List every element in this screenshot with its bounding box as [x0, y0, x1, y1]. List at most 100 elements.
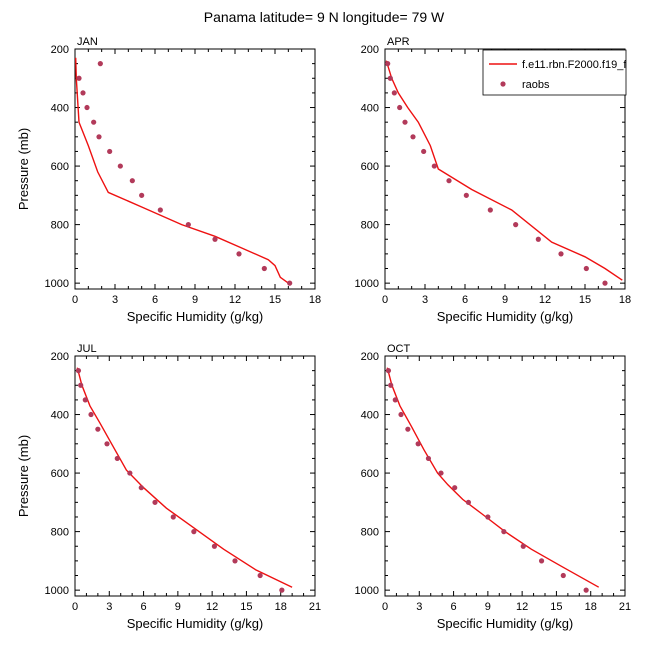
panel-jul: JUL 0 3 6 9 12 15 18 21 200 400 600 800 1000 Specific …: [16, 343, 321, 631]
y-tick-label: 400: [51, 103, 69, 115]
raobs-point: [513, 222, 519, 228]
legend-obs-label: raobs: [522, 79, 550, 91]
raobs-point: [95, 426, 101, 432]
raobs-point: [501, 529, 507, 535]
y-tick-label: 400: [361, 410, 379, 422]
y-tick-label: 400: [51, 410, 69, 422]
x-tick-label: 12: [229, 294, 241, 306]
panel-label: APR: [387, 36, 410, 48]
y-tick-label: 200: [51, 351, 69, 363]
panel-label: JUL: [77, 343, 97, 355]
panel-apr: APR 0 3 6 9 12 15 18 200 400 600 800 1000 Specific Hu…: [355, 36, 632, 324]
raobs-point: [117, 163, 123, 169]
y-tick-label: 200: [361, 44, 379, 56]
x-tick-label: 21: [619, 601, 631, 613]
x-tick-label: 3: [416, 601, 422, 613]
plot-frame: [384, 355, 626, 597]
raobs-point: [139, 192, 145, 198]
x-axis-label: Specific Humidity (g/kg): [437, 616, 574, 631]
raobs-point: [397, 104, 403, 111]
raobs-point: [446, 178, 452, 184]
raobs-point: [88, 411, 94, 418]
model-series-line: [386, 367, 600, 588]
x-tick-label: 15: [269, 294, 281, 306]
raobs-point: [91, 119, 97, 125]
raobs-point: [583, 265, 589, 272]
x-tick-label: 15: [550, 601, 562, 613]
y-tick-label: 600: [51, 161, 69, 173]
y-axis-label: Pressure (mb): [16, 128, 31, 210]
y-tick-label: 600: [51, 468, 69, 480]
panel-jan: JAN 0 3 6 9 12 15 18 200 400 600 800 1000 Specific Hu…: [16, 36, 321, 324]
x-tick-label: 0: [382, 294, 388, 306]
x-axis-label: Specific Humidity (g/kg): [437, 309, 574, 324]
x-tick-label: 15: [579, 294, 591, 306]
model-series-line: [75, 57, 289, 284]
x-tick-label: 0: [72, 294, 78, 306]
raobs-point: [257, 572, 263, 579]
y-tick-label: 800: [361, 527, 379, 539]
raobs-point: [104, 441, 110, 447]
raobs-point: [84, 104, 90, 111]
model-series-line: [385, 60, 623, 281]
raobs-point: [261, 265, 267, 272]
x-tick-label: 12: [516, 601, 528, 613]
raobs-point: [425, 455, 432, 462]
panel-label: JAN: [77, 36, 98, 48]
raobs-point: [191, 529, 197, 535]
raobs-point: [405, 426, 411, 432]
x-tick-label: 6: [451, 601, 457, 613]
raobs-point: [107, 148, 113, 155]
x-tick-label: 21: [309, 601, 321, 613]
x-tick-label: 3: [106, 601, 112, 613]
x-tick-label: 6: [141, 601, 147, 613]
raobs-point: [236, 251, 242, 257]
raobs-point: [127, 470, 133, 476]
raobs-point: [170, 514, 176, 520]
legend-box: [482, 49, 627, 96]
raobs-point: [287, 280, 293, 286]
panel-label: OCT: [387, 343, 411, 355]
raobs-point: [385, 368, 392, 374]
x-tick-label: 6: [462, 294, 468, 306]
x-tick-label: 3: [422, 294, 428, 306]
raobs-point: [415, 441, 421, 447]
x-tick-label: 0: [382, 601, 388, 613]
raobs-point: [465, 499, 472, 505]
raobs-point: [583, 587, 589, 593]
raobs-point: [392, 397, 398, 403]
raobs-point: [387, 75, 393, 81]
y-tick-label: 800: [361, 220, 379, 232]
y-tick-label: 400: [361, 103, 379, 115]
raobs-point: [485, 514, 491, 520]
y-tick-label: 1000: [355, 278, 379, 290]
raobs-point: [431, 163, 437, 169]
raobs-point: [97, 61, 103, 67]
raobs-point: [538, 558, 545, 564]
x-tick-label: 9: [175, 601, 181, 613]
raobs-point: [76, 75, 82, 81]
x-tick-label: 9: [485, 601, 491, 613]
raobs-point: [398, 411, 404, 418]
raobs-point: [80, 90, 86, 96]
y-axis-label: Pressure (mb): [16, 435, 31, 517]
y-tick-label: 800: [51, 527, 69, 539]
raobs-point: [388, 382, 394, 388]
plot-frame: [74, 48, 316, 290]
y-tick-label: 800: [51, 220, 69, 232]
y-tick-label: 1000: [45, 278, 69, 290]
x-tick-label: 18: [275, 601, 287, 613]
panel-oct: OCT 0 3 6 9 12 15 18 21 200 400 600 800 1000 Specific …: [355, 343, 632, 631]
x-tick-label: 18: [585, 601, 597, 613]
raobs-point: [421, 148, 427, 155]
raobs-point: [78, 382, 84, 388]
x-axis-label: Specific Humidity (g/kg): [127, 616, 264, 631]
raobs-point: [211, 543, 218, 549]
x-tick-label: 0: [72, 601, 78, 613]
figure-title: Panama latitude= 9 N longitude= 79 W: [204, 9, 445, 25]
y-tick-label: 600: [361, 161, 379, 173]
raobs-point: [463, 192, 469, 198]
y-tick-label: 1000: [355, 585, 379, 597]
